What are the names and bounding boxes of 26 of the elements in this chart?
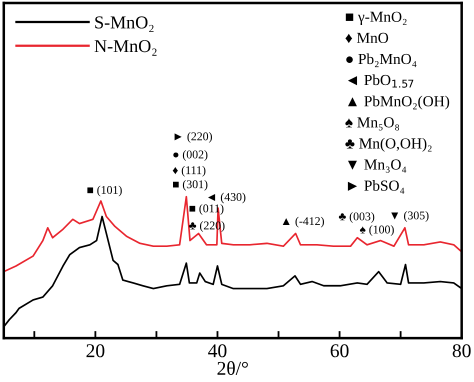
x-tick-label: 20 <box>86 344 104 358</box>
text: ♠ Mn₅O₈ <box>345 117 400 131</box>
text: ▼ Mn₃O₄ <box>348 159 406 173</box>
text: ● (002) <box>173 150 208 161</box>
text: ♦ MnO <box>345 32 388 44</box>
annotation: ♣ (003) <box>338 212 374 223</box>
text: ■ γ-MnO₂ <box>346 12 407 26</box>
annotation: ▼ (305) <box>391 211 429 222</box>
text: ♦ (111) <box>172 166 206 177</box>
annotation: ◄ (430) <box>208 192 246 204</box>
text: ■ (301) <box>173 180 208 191</box>
text: ▲ PbMnO₂(OH) <box>348 96 450 110</box>
text: ● Pb₂MnO₄ <box>346 53 416 68</box>
x-axis-title: 2θ/° <box>217 361 248 375</box>
annotation: ▲ (-412) <box>282 216 324 228</box>
text: ◄ PbO$_{1.57}$ <box>348 74 414 88</box>
text: ► (220) <box>174 132 212 143</box>
legend-label: N-MnO₂ <box>94 40 157 56</box>
text: ♣ Mn(O,OH)₂ <box>345 138 432 152</box>
x-tick-label: 80 <box>452 344 471 358</box>
annotation: ♠ (100) <box>360 225 394 236</box>
x-tick-label: 40 <box>208 344 226 358</box>
text: ► PbSO₄ <box>348 180 404 194</box>
x-tick-label: 60 <box>330 344 349 358</box>
legend-label: S-MnO₂ <box>95 16 154 32</box>
text: ■ (101) <box>87 186 122 196</box>
